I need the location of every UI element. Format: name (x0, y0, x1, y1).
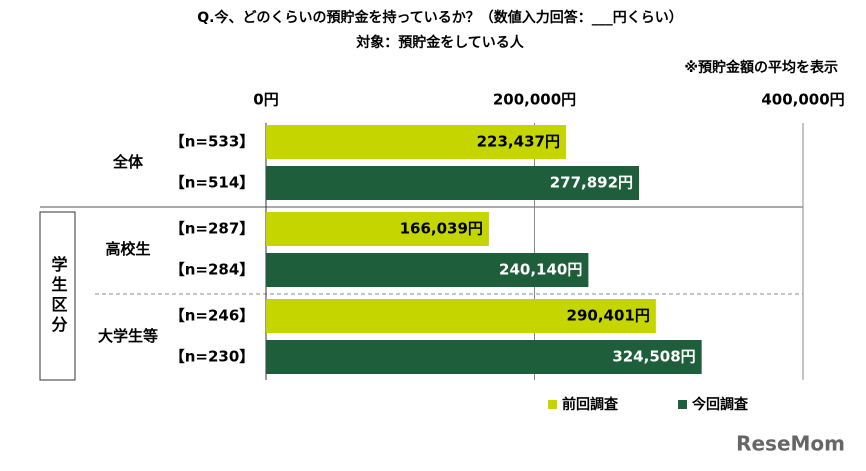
chart-note: ※預貯金額の平均を表示 (684, 59, 838, 76)
bar (266, 212, 489, 246)
bar (266, 340, 702, 374)
category-label: 大学生等 (98, 327, 158, 345)
bar (266, 125, 566, 159)
value-label: 223,437円 (477, 133, 560, 151)
watermark: ReseMom (736, 432, 845, 456)
legend-label: 前回調査 (562, 396, 619, 413)
n-label: 【n=287】 (170, 220, 255, 238)
legend-swatch (548, 400, 557, 409)
legend-label: 今回調査 (691, 396, 749, 413)
n-label: 【n=514】 (170, 174, 255, 192)
bar (266, 299, 656, 333)
category-group-box (39, 211, 76, 381)
value-label: 277,892円 (550, 174, 633, 192)
category-label: 高校生 (105, 240, 150, 258)
n-label: 【n=284】 (170, 261, 255, 279)
chart-subtitle: 対象：預貯金をしている人 (355, 34, 525, 51)
bar (266, 253, 589, 287)
x-tick-label: 0円 (253, 91, 278, 109)
value-label: 240,140円 (499, 261, 582, 279)
category-group-label: 学生区分 (49, 255, 68, 336)
value-label: 324,508円 (612, 348, 695, 366)
legend-swatch (678, 400, 687, 409)
category-label: 全体 (112, 153, 144, 171)
n-label: 【n=230】 (170, 348, 255, 366)
bar (266, 166, 640, 200)
x-tick-label: 200,000円 (493, 91, 576, 109)
value-label: 166,039円 (400, 220, 483, 238)
n-label: 【n=246】 (170, 307, 255, 325)
n-label: 【n=533】 (170, 133, 255, 151)
x-tick-label: 400,000円 (761, 91, 844, 109)
chart-title: Q.今、どのくらいの預貯金を持っているか？（数値入力回答：___円くらい） (197, 9, 683, 26)
value-label: 290,401円 (567, 307, 650, 325)
